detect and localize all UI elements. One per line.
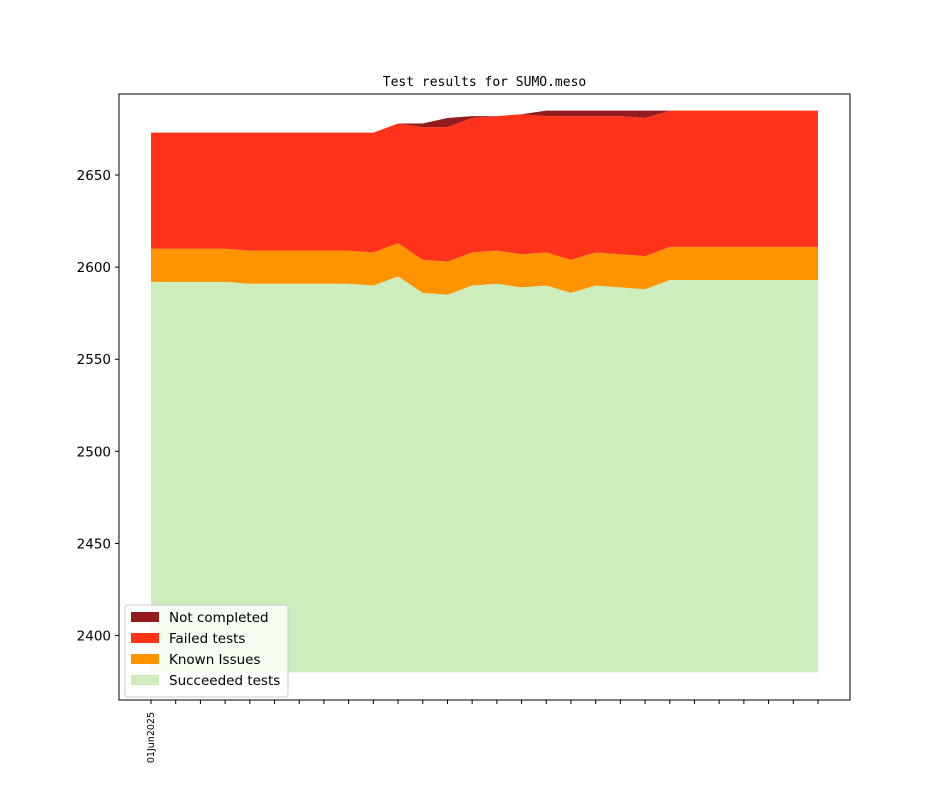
legend-label-not-completed: Not completed (169, 610, 269, 626)
y-tick-label: 2400 (77, 629, 111, 645)
legend-label-failed-tests: Failed tests (169, 631, 245, 647)
y-tick-label: 2500 (77, 444, 111, 460)
area-failed-tests (151, 110, 818, 262)
legend-swatch-not-completed (131, 612, 159, 622)
legend-swatch-known-issues (131, 654, 159, 664)
y-tick-label: 2550 (77, 352, 111, 368)
legend-label-succeeded-tests: Succeeded tests (169, 673, 280, 689)
legend-swatch-succeeded-tests (131, 675, 159, 685)
y-tick-label: 2650 (77, 168, 111, 184)
y-axis: 2400 2450 2500 2550 2600 2650 (77, 168, 119, 645)
x-tick-label: 01Jun2025 (146, 712, 157, 763)
area-succeeded-tests (151, 276, 818, 673)
legend: Not completed Failed tests Known Issues Suc… (124, 604, 289, 698)
x-axis: 01Jun2025 (146, 700, 819, 763)
legend-box (124, 604, 289, 698)
area-not-completed (151, 110, 818, 133)
axes-frame (118, 93, 851, 701)
y-tick-label: 2600 (77, 260, 111, 276)
area-series-group (151, 110, 818, 673)
y-tick-label: 2450 (77, 536, 111, 552)
area-known-issues (151, 243, 818, 295)
legend-label-known-issues: Known Issues (169, 652, 261, 668)
legend-swatch-failed-tests (131, 633, 159, 643)
chart-title: Test results for SUMO.meso (383, 75, 587, 90)
